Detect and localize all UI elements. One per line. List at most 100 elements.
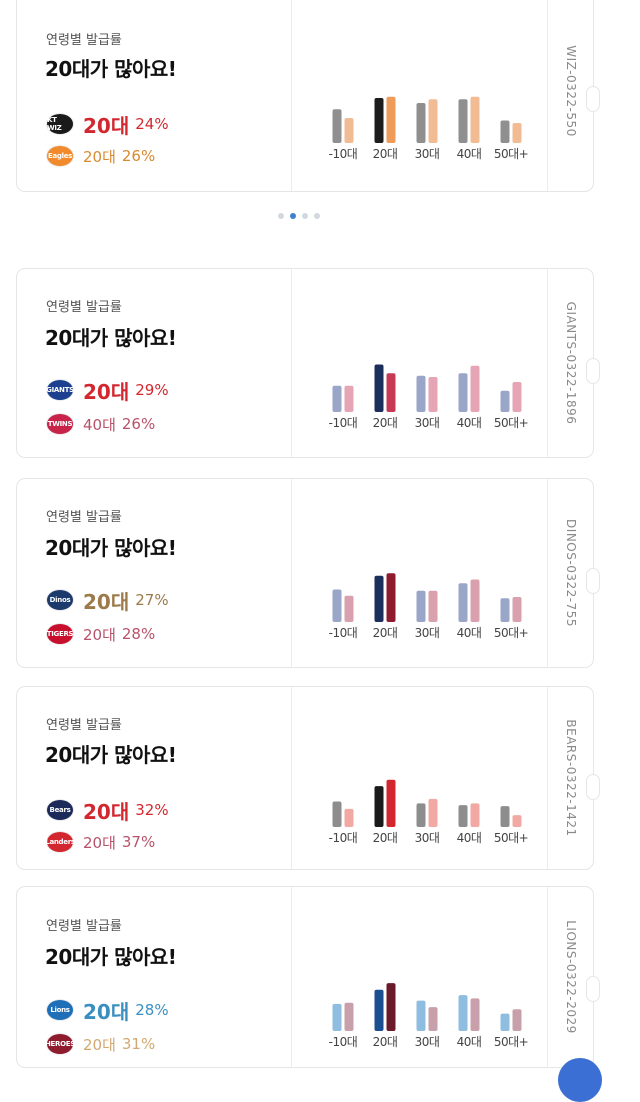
team1-age: 20대 [83,589,130,614]
team1-row: Lions 20대 28% [47,997,169,1024]
page-dot-active[interactable] [290,213,296,219]
team1-logo: GIANTS [46,380,74,400]
ticket-subtitle: 연령별 발급률 [46,718,122,733]
bar-away-2 [428,1007,438,1031]
team1-row: KT WIZ 20대 24% [47,111,169,138]
tick-label: 20대 [372,147,398,161]
team1-row: Dinos 20대 27% [47,587,169,614]
ticket-card-bears[interactable]: 연령별 발급률 20대가 많아요! Bears 20대 32% Landers … [16,686,594,870]
team2-logo: HEROES [45,1034,75,1054]
ticket-notch [586,976,600,1002]
ticket-notch [586,86,600,112]
tick-label: -10대 [328,831,358,845]
age-bar-chart: -10대 20대 30대 40대 50대+ [322,93,532,163]
bar-away-4 [512,123,522,143]
ticket-card-dinos[interactable]: 연령별 발급률 20대가 많아요! Dinos 20대 27% TIGERS 2… [16,478,594,668]
tick-label: 50대+ [493,416,529,430]
tick-label: 40대 [456,416,482,430]
page-dot[interactable] [278,213,284,219]
tick-label: 40대 [456,147,482,161]
ticket-card-wiz[interactable]: 연령별 발급률 20대가 많아요! KT WIZ 20대 24% Eagles … [16,0,594,192]
bar-home-4 [500,1013,510,1031]
tick-label: -10대 [328,147,358,161]
tick-label: 20대 [372,626,398,640]
bar-home-3 [458,995,468,1031]
chart-bars [332,983,522,1031]
team1-pct: 27% [135,591,169,609]
bar-away-1 [386,373,396,412]
floating-action-button[interactable] [558,1058,602,1102]
team2-age: 20대 [83,147,116,166]
ticket-divider [547,269,548,457]
team1-age: 20대 [83,379,130,404]
bar-away-0 [344,808,354,827]
ticket-code: BEARS-0322-1421 [564,719,578,837]
ticket-subtitle: 연령별 발급률 [46,33,122,48]
team2-row: HEROES 20대 31% [45,1031,156,1057]
bar-home-4 [500,120,510,143]
team1-age: 20대 [83,999,130,1024]
team1-logo: Dinos [47,590,73,610]
bar-away-3 [470,96,480,143]
tick-label: 50대+ [493,831,529,845]
ticket-headline: 20대가 많아요! [45,743,177,767]
ticket-divider [547,887,548,1067]
bar-home-1 [374,364,384,412]
carousel-pagination[interactable] [278,213,320,219]
team2-age: 20대 [83,833,116,852]
page-dot[interactable] [302,213,308,219]
bar-away-0 [344,385,354,412]
ticket-divider [547,687,548,869]
team1-pct: 28% [135,1001,169,1019]
bar-away-3 [470,365,480,412]
bar-away-4 [512,1009,522,1031]
bar-away-2 [428,377,438,412]
chart-bars [332,364,522,412]
bar-home-3 [458,99,468,143]
bar-home-1 [374,98,384,143]
ticket-notch [586,568,600,594]
ticket-subtitle: 연령별 발급률 [46,919,122,934]
team2-pct: 31% [121,1035,156,1053]
bar-away-4 [512,382,522,412]
team2-age: 20대 [83,1035,116,1054]
team1-age: 20대 [83,799,130,824]
team2-pct: 26% [121,147,156,165]
ticket-notch [586,358,600,384]
chart-bars [332,573,522,622]
ticket-divider [291,687,292,869]
tick-label: 20대 [372,1035,398,1049]
bar-home-1 [374,989,384,1031]
bar-away-3 [470,803,480,827]
tick-label: 30대 [414,626,440,640]
tick-label: 40대 [456,831,482,845]
ticket-code: LIONS-0322-2029 [564,920,578,1034]
chart-bars [332,96,522,143]
ticket-divider [291,0,292,191]
bar-away-4 [512,815,522,827]
ticket-divider [547,479,548,667]
bar-home-0 [332,1003,342,1031]
ticket-subtitle: 연령별 발급률 [46,510,122,525]
ticket-card-lions[interactable]: 연령별 발급률 20대가 많아요! Lions 20대 28% HEROES 2… [16,886,594,1068]
chart-bars [332,779,522,827]
tick-label: 30대 [414,1035,440,1049]
ticket-code: GIANTS-0322-1896 [564,301,578,425]
tick-label: 30대 [414,416,440,430]
ticket-card-giants[interactable]: 연령별 발급률 20대가 많아요! GIANTS 20대 29% TWINS 4… [16,268,594,458]
team2-logo: Eagles [47,146,73,166]
page-dot[interactable] [314,213,320,219]
bar-away-1 [386,983,396,1031]
team1-pct: 32% [135,801,169,819]
team1-row: GIANTS 20대 29% [46,377,168,404]
tick-label: 20대 [372,831,398,845]
age-bar-chart: -10대 20대 30대 40대 50대+ [322,777,532,847]
team2-age: 20대 [83,625,116,644]
ticket-divider [291,269,292,457]
bar-home-4 [500,598,510,622]
ticket-subtitle: 연령별 발급률 [46,300,122,315]
team2-age: 40대 [83,415,116,434]
team1-logo: KT WIZ [47,114,73,134]
ticket-headline: 20대가 많아요! [45,945,177,969]
bar-home-1 [374,786,384,827]
